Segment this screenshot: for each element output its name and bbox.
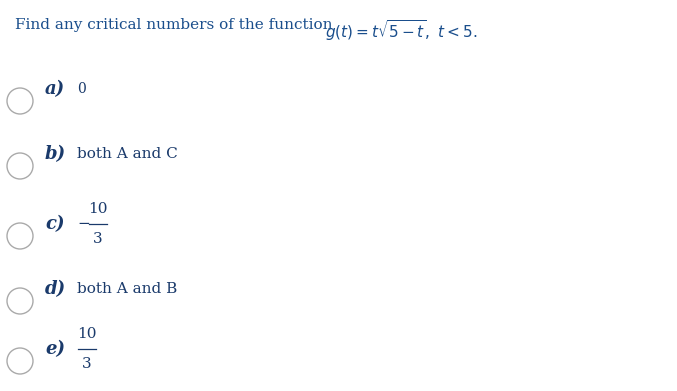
Text: 3: 3	[93, 232, 103, 246]
Text: $g(t)=t\sqrt{5-t},\ t<5.$: $g(t)=t\sqrt{5-t},\ t<5.$	[325, 18, 477, 43]
Text: −: −	[77, 217, 90, 231]
Text: 0: 0	[77, 82, 86, 96]
Text: 10: 10	[77, 327, 97, 341]
Text: Find any critical numbers of the function: Find any critical numbers of the functio…	[15, 18, 337, 32]
Text: 10: 10	[88, 202, 108, 216]
Text: d): d)	[45, 280, 66, 298]
Text: e): e)	[45, 340, 65, 358]
Text: both A and B: both A and B	[77, 282, 177, 296]
Text: c): c)	[45, 215, 64, 233]
Text: both A and C: both A and C	[77, 147, 178, 161]
Text: 3: 3	[82, 357, 92, 371]
Text: b): b)	[45, 145, 66, 163]
Text: a): a)	[45, 80, 65, 98]
